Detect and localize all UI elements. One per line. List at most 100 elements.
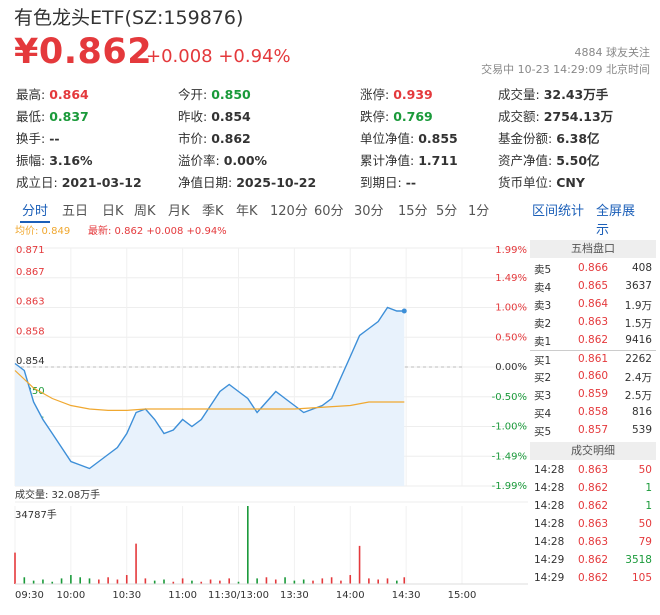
ob-volume: 816: [631, 406, 652, 418]
ob-volume: 408: [631, 262, 652, 274]
avg-price-line: [14, 370, 405, 411]
trade-row: 14:29 0.862 3518: [530, 552, 656, 570]
volume-bar: [256, 578, 258, 584]
stat-value: 0.00%: [223, 153, 268, 168]
trade-time: 14:28: [534, 482, 565, 494]
ob-volume: 1.9万: [624, 300, 652, 312]
bid-row: 买1 0.861 2262: [530, 350, 656, 369]
volume-bar: [403, 577, 406, 584]
tab-6[interactable]: 年K: [236, 204, 258, 219]
tab-3[interactable]: 周K: [134, 204, 156, 219]
trade-volume: 50: [638, 518, 652, 530]
stat-item: 最低: 0.837: [16, 106, 89, 125]
stat-label: 溢价率:: [178, 153, 220, 168]
avg-price-legend: 均价: 0.849: [15, 225, 70, 237]
chart-svg[interactable]: 均价: 0.849 最新: 0.862 +0.008 +0.94% 0.871 0.8…: [10, 222, 530, 610]
trade-price: 0.862: [578, 554, 609, 566]
tab-7[interactable]: 120分: [270, 204, 308, 219]
stat-item: 跌停: 0.769: [360, 106, 433, 125]
stat-value: 0.855: [418, 131, 458, 146]
trade-time: 14:28: [534, 464, 565, 476]
volume-bar: [312, 580, 314, 584]
tab-4[interactable]: 月K: [168, 204, 190, 219]
stat-value: 1.711: [418, 153, 458, 168]
stat-value: 0.850: [211, 87, 251, 102]
ob-volume: 539: [631, 424, 652, 436]
ob-price: 0.864: [578, 298, 609, 310]
stat-label: 振幅:: [16, 153, 46, 168]
bid-row: 买2 0.860 2.4万: [530, 368, 656, 386]
ob-volume: 2.5万: [624, 390, 652, 402]
tab-12[interactable]: 1分: [468, 204, 490, 219]
latest-price-legend: 最新: 0.862 +0.008 +0.94%: [88, 224, 227, 237]
bid-row: 买3 0.859 2.5万: [530, 386, 656, 404]
volume-bar: [116, 579, 119, 584]
volume-bar: [14, 552, 16, 584]
stats-row: 换手: -- 市价: 0.862 单位净值: 0.855 基金份额: 6.38亿: [0, 128, 660, 150]
volume-bar: [237, 581, 240, 584]
stat-value: 0.854: [211, 109, 251, 124]
ob-label: 卖2: [534, 318, 552, 330]
y-tick-label-left: 0.871: [16, 245, 45, 256]
intraday-chart[interactable]: 均价: 0.849 最新: 0.862 +0.008 +0.94% 0.871 0.8…: [10, 222, 530, 610]
volume-bar: [377, 579, 379, 584]
volume-bar: [358, 545, 361, 584]
volume-bar: [330, 577, 333, 584]
x-tick-label: 11:30/13:00: [208, 590, 269, 601]
volume-bar: [144, 578, 147, 584]
stats-row: 振幅: 3.16% 溢价率: 0.00% 累计净值: 1.711 资产净值: 5.50亿: [0, 150, 660, 172]
price-line: [14, 306, 405, 470]
volume-bar: [219, 580, 221, 584]
tab-2[interactable]: 日K: [102, 204, 124, 219]
ob-price: 0.861: [578, 353, 609, 365]
stat-item: 到期日: --: [360, 172, 416, 191]
ob-price: 0.863: [578, 316, 609, 328]
ob-volume: 2.4万: [624, 372, 652, 384]
stat-value: 0.864: [49, 87, 89, 102]
followers-count: 4884 球友关注: [574, 46, 651, 59]
stat-label: 涨停:: [360, 87, 390, 102]
stat-label: 最低:: [16, 109, 46, 124]
tab-9[interactable]: 30分: [354, 204, 384, 219]
tab-10[interactable]: 15分: [398, 204, 428, 219]
stat-label: 跌停:: [360, 109, 390, 124]
stat-label: 到期日:: [360, 175, 402, 190]
volume-bar: [70, 575, 72, 584]
tab-0[interactable]: 分时: [20, 198, 51, 223]
fullscreen-link[interactable]: 全屏展示: [596, 204, 636, 238]
x-tick-label: 10:30: [112, 590, 141, 601]
tab-5[interactable]: 季K: [202, 204, 224, 219]
price-area: [15, 307, 405, 486]
stat-label: 市价:: [178, 131, 208, 146]
ob-volume: 2262: [625, 353, 652, 365]
trade-time: 14:29: [534, 572, 565, 584]
volume-bar: [172, 581, 175, 584]
volume-bar: [98, 579, 100, 584]
stat-item: 换手: --: [16, 128, 60, 147]
y-tick-label-right: 1.99%: [495, 245, 527, 256]
stat-item: 涨停: 0.939: [360, 84, 433, 103]
stat-value: 0.939: [393, 87, 433, 102]
stat-value: --: [405, 175, 417, 190]
tab-1[interactable]: 五日: [62, 204, 89, 219]
volume-bar: [42, 579, 44, 584]
last-price-dot: [401, 308, 407, 314]
y-tick-label-right: 0.00%: [495, 362, 527, 373]
volume-bar: [302, 579, 305, 584]
range-stats-link[interactable]: 区间统计: [532, 204, 585, 219]
volume-bar: [209, 579, 212, 584]
volume-bar: [163, 579, 165, 584]
stat-item: 溢价率: 0.00%: [178, 150, 267, 169]
volume-bar: [247, 506, 249, 584]
y-tick-label-right: -1.49%: [492, 451, 527, 462]
stat-label: 净值日期:: [178, 175, 233, 190]
y-tick-label-right: 0.50%: [495, 332, 527, 343]
tab-8[interactable]: 60分: [314, 204, 344, 219]
volume-bar: [23, 577, 26, 584]
x-tick-label: 14:00: [336, 590, 365, 601]
stat-label: 单位净值:: [360, 131, 415, 146]
stat-label: 成立日:: [16, 175, 58, 190]
ob-volume: 9416: [625, 334, 652, 346]
tab-11[interactable]: 5分: [436, 204, 458, 219]
stat-value: 0.837: [49, 109, 89, 124]
